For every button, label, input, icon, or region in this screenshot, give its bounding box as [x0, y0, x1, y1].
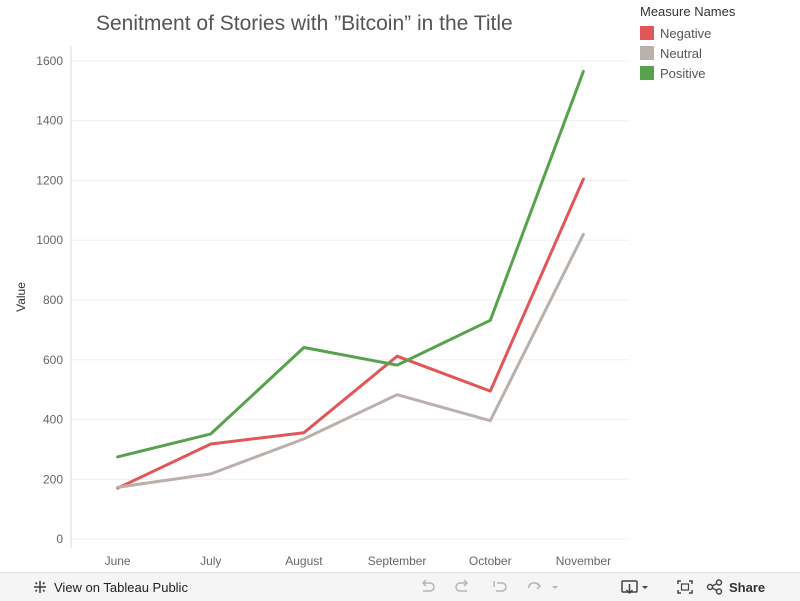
- legend: Measure Names Negative Neutral Positive: [640, 4, 790, 83]
- x-tick-label: August: [285, 554, 323, 568]
- x-tick-label: October: [469, 554, 512, 568]
- revert-icon: [493, 581, 507, 592]
- y-tick-label: 1000: [36, 233, 63, 247]
- undo-icon: [421, 579, 435, 592]
- y-tick-label: 1600: [36, 54, 63, 68]
- x-tick-label: July: [200, 554, 221, 568]
- y-axis-label: Value: [14, 282, 28, 312]
- y-tick-label: 0: [56, 532, 63, 546]
- legend-item-neutral[interactable]: Neutral: [640, 43, 790, 63]
- legend-item-positive[interactable]: Positive: [640, 63, 790, 83]
- series-lines: [116, 69, 585, 490]
- legend-item-negative[interactable]: Negative: [640, 23, 790, 43]
- refresh-dropdown-button[interactable]: [550, 579, 560, 595]
- legend-swatch-neutral: [640, 46, 654, 60]
- gridlines: [71, 60, 630, 540]
- legend-label-negative: Negative: [660, 25, 712, 41]
- legend-label-positive: Positive: [660, 65, 706, 81]
- legend-title: Measure Names: [640, 4, 736, 19]
- download-icon: [621, 580, 648, 595]
- fullscreen-button[interactable]: [676, 579, 694, 595]
- view-on-tableau-public-label: View on Tableau Public: [54, 579, 188, 595]
- series-line-positive[interactable]: [116, 69, 585, 459]
- download-button[interactable]: [620, 579, 650, 595]
- x-tick-label: November: [556, 554, 611, 568]
- x-tick-label: June: [105, 554, 131, 568]
- redo-icon: [455, 579, 469, 592]
- share-button[interactable]: Share: [706, 579, 765, 595]
- tableau-logo-icon: [34, 581, 46, 593]
- chevron-down-icon: [552, 586, 558, 589]
- fullscreen-icon: [677, 580, 693, 594]
- revert-button[interactable]: [490, 579, 508, 595]
- legend-label-neutral: Neutral: [660, 45, 702, 61]
- refresh-icon: [528, 582, 542, 590]
- undo-button[interactable]: [418, 579, 436, 595]
- x-tick-label: September: [368, 554, 427, 568]
- x-tick-labels: June July August September October November: [105, 554, 612, 568]
- y-tick-label: 600: [43, 353, 63, 367]
- line-chart: 0 200 400 600 800 1000 1200 1400 1600 June July Au…: [14, 46, 630, 568]
- share-icon: [706, 579, 723, 595]
- y-tick-label: 200: [43, 472, 63, 486]
- series-line-neutral[interactable]: [116, 232, 585, 489]
- legend-swatch-positive: [640, 66, 654, 80]
- view-on-tableau-public-button[interactable]: View on Tableau Public: [32, 579, 188, 595]
- y-tick-label: 1400: [36, 114, 63, 128]
- redo-button[interactable]: [454, 579, 472, 595]
- legend-swatch-negative: [640, 26, 654, 40]
- refresh-button[interactable]: [526, 579, 544, 595]
- y-tick-label: 1200: [36, 173, 63, 187]
- tableau-toolbar: View on Tableau Public: [0, 572, 800, 601]
- y-tick-labels: 0 200 400 600 800 1000 1200 1400 1600: [36, 54, 63, 546]
- y-tick-label: 400: [43, 413, 63, 427]
- series-line-negative[interactable]: [116, 177, 585, 490]
- y-tick-label: 800: [43, 293, 63, 307]
- chart-title: Senitment of Stories with ”Bitcoin” in t…: [96, 12, 513, 35]
- share-label: Share: [729, 579, 766, 595]
